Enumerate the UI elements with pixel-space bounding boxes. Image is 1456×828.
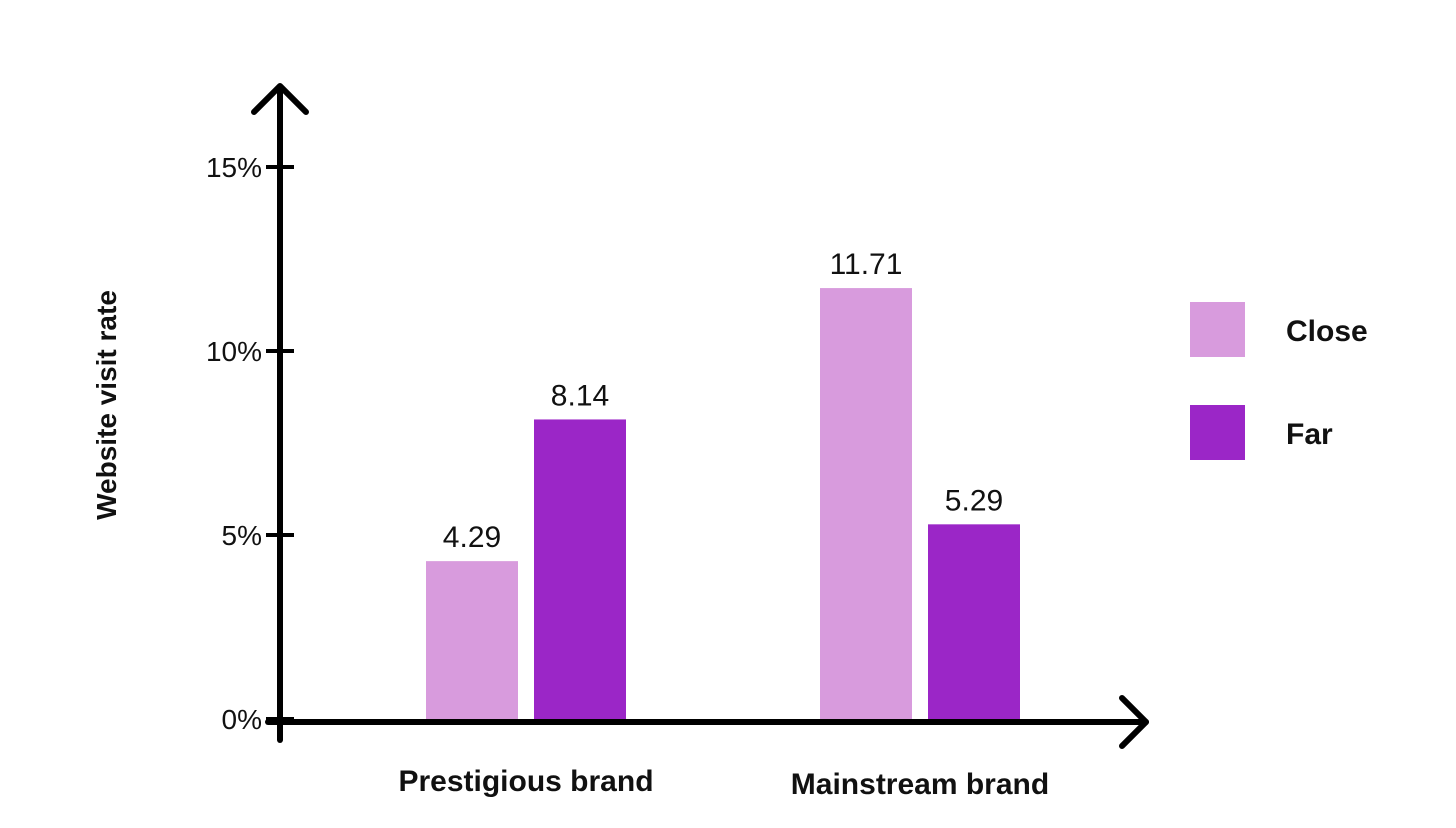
value-labels: 4.29 8.14 11.71 5.29 bbox=[443, 248, 1003, 554]
bar-close-mainstream bbox=[820, 288, 912, 719]
x-axis-arrow bbox=[1119, 695, 1149, 749]
chart-axes bbox=[251, 83, 1149, 749]
legend-label-close: Close bbox=[1286, 315, 1368, 348]
bar-value-label: 4.29 bbox=[443, 521, 501, 554]
bar-far-prestigious bbox=[534, 419, 626, 719]
y-axis-title: Website visit rate bbox=[91, 290, 122, 520]
y-ticks: 0% 5% 10% 15% bbox=[206, 152, 294, 735]
y-tick-label: 0% bbox=[222, 704, 262, 735]
legend: Close Far bbox=[1190, 302, 1368, 460]
category-labels: Prestigious brand Mainstream brand bbox=[398, 765, 1049, 801]
bars bbox=[426, 288, 1020, 719]
category-label: Mainstream brand bbox=[791, 768, 1049, 801]
legend-swatch-far bbox=[1190, 405, 1245, 460]
bar-value-label: 5.29 bbox=[945, 484, 1003, 517]
legend-label-far: Far bbox=[1286, 418, 1333, 451]
category-label: Prestigious brand bbox=[398, 765, 653, 798]
bar-value-label: 11.71 bbox=[830, 248, 903, 281]
y-tick-label: 15% bbox=[206, 152, 262, 183]
y-axis-arrow bbox=[251, 83, 309, 115]
bar-close-prestigious bbox=[426, 561, 518, 719]
bar-far-mainstream bbox=[928, 524, 1020, 719]
legend-swatch-close bbox=[1190, 302, 1245, 357]
y-tick-label: 5% bbox=[222, 520, 262, 551]
bar-value-label: 8.14 bbox=[551, 379, 609, 412]
y-tick-label: 10% bbox=[206, 336, 262, 367]
